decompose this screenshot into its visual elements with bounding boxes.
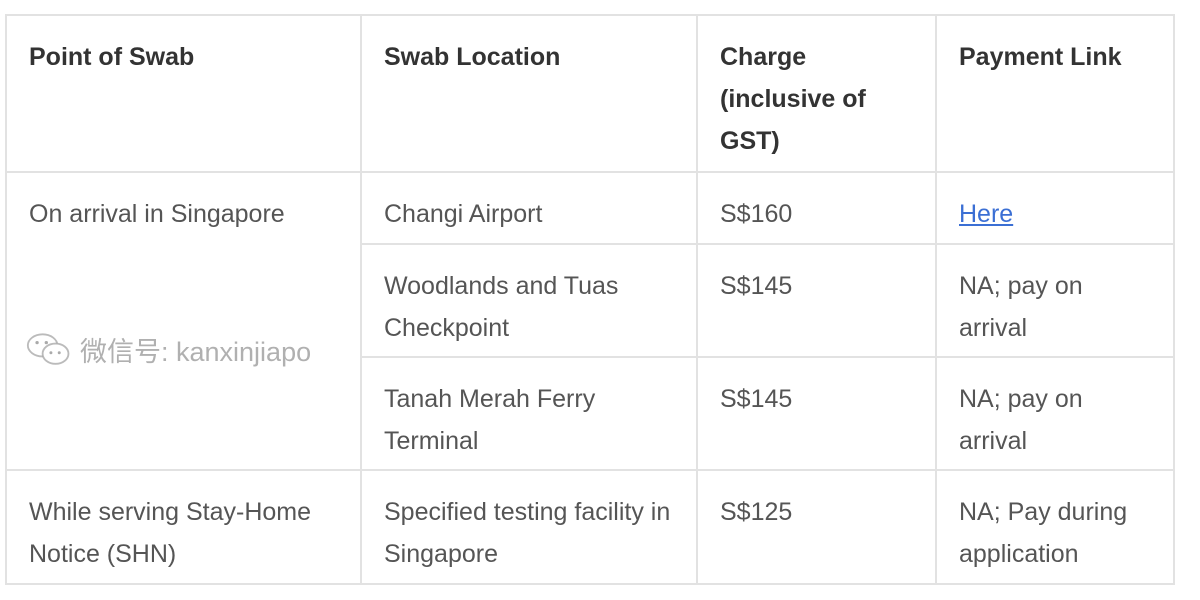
- header-swab-location: Swab Location: [360, 14, 698, 173]
- location-cell: Tanah Merah Ferry Terminal: [360, 356, 698, 471]
- header-charge: Charge (inclusive of GST): [696, 14, 937, 173]
- table-row: Tanah Merah Ferry Terminal S$145 NA; pay…: [6, 356, 1175, 471]
- payment-cell: NA; pay on arrival: [935, 243, 1175, 358]
- header-payment-link: Payment Link: [935, 14, 1175, 173]
- watermark: 微信号: kanxinjiapo: [26, 330, 311, 369]
- payment-cell: NA; pay on arrival: [935, 356, 1175, 471]
- table-row: Woodlands and Tuas Checkpoint S$145 NA; …: [6, 243, 1175, 358]
- wechat-icon: [26, 332, 70, 365]
- location-cell: Specified testing facility in Singapore: [360, 469, 698, 585]
- swab-charges-table: Point of Swab Swab Location Charge (incl…: [5, 14, 1175, 585]
- watermark-text: 微信号: kanxinjiapo: [80, 337, 312, 367]
- point-cell: While serving Stay-Home Notice (SHN): [5, 469, 362, 585]
- payment-link-here[interactable]: Here: [959, 200, 1014, 228]
- charge-cell: S$125: [696, 469, 937, 585]
- point-cell: On arrival in Singapore: [5, 171, 362, 471]
- charge-cell: S$145: [696, 356, 937, 471]
- payment-cell: Here: [935, 171, 1175, 245]
- charge-cell: S$145: [696, 243, 937, 358]
- payment-cell: NA; Pay during application: [935, 469, 1175, 585]
- location-cell: Woodlands and Tuas Checkpoint: [360, 243, 698, 358]
- header-row: Point of Swab Swab Location Charge (incl…: [5, 14, 1175, 173]
- header-point-of-swab: Point of Swab: [5, 14, 362, 173]
- table-row: While serving Stay-Home Notice (SHN) Spe…: [5, 469, 1175, 585]
- table-row: On arrival in Singapore Changi Airport S…: [5, 171, 1175, 471]
- charge-cell: S$160: [696, 171, 937, 245]
- location-cell: Changi Airport: [360, 171, 698, 245]
